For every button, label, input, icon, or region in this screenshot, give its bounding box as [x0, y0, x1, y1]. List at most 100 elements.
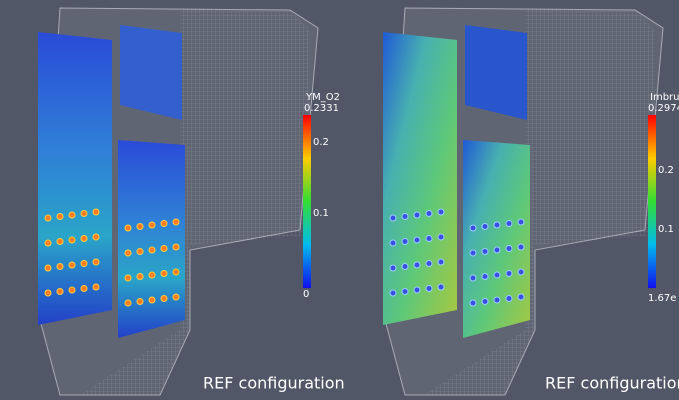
injector — [402, 264, 408, 270]
injector — [426, 236, 432, 242]
injector — [69, 287, 75, 293]
injector — [426, 286, 432, 292]
injector — [426, 211, 432, 217]
injector — [149, 247, 155, 253]
colorbar-title: YM_O2 — [305, 92, 340, 103]
injector — [149, 297, 155, 303]
injector — [137, 299, 143, 305]
injector — [506, 271, 512, 277]
injector — [125, 250, 131, 256]
render-left — [38, 8, 318, 395]
injector — [494, 297, 500, 303]
injector — [438, 284, 444, 290]
injector — [470, 275, 476, 281]
injector — [161, 221, 167, 227]
colorbar — [648, 115, 656, 288]
colorbar-tick: 0 — [303, 289, 309, 300]
injector — [81, 261, 87, 267]
injector — [470, 250, 476, 256]
injector — [173, 244, 179, 250]
injector — [125, 275, 131, 281]
injector — [93, 209, 99, 215]
injector — [81, 236, 87, 242]
injector — [438, 259, 444, 265]
injector — [45, 290, 51, 296]
injector — [402, 289, 408, 295]
injector — [518, 294, 524, 300]
injector — [93, 259, 99, 265]
injector — [45, 240, 51, 246]
injector — [506, 246, 512, 252]
plane — [465, 25, 527, 120]
injector — [161, 246, 167, 252]
injector — [426, 261, 432, 267]
injector — [149, 272, 155, 278]
colorbar-tick: 0.2331 — [304, 103, 339, 114]
scene: YM_O2 0.2331 0.2 0.1 0 REF configuration… — [0, 0, 679, 400]
injector — [93, 284, 99, 290]
injector — [506, 221, 512, 227]
colorbar-tick: 0.1 — [313, 208, 329, 219]
caption: REF configuration — [545, 374, 679, 393]
caption: REF configuration — [203, 374, 345, 393]
injector — [93, 234, 99, 240]
colorbar-tick: 0.1 — [658, 224, 674, 235]
injector — [69, 212, 75, 218]
injector — [173, 269, 179, 275]
plane — [118, 140, 185, 338]
injector — [57, 214, 63, 220]
colorbar-title: Imbru — [650, 92, 679, 103]
injector — [482, 274, 488, 280]
injector — [390, 240, 396, 246]
plane — [463, 140, 530, 338]
injector — [81, 211, 87, 217]
injector — [57, 289, 63, 295]
injector — [137, 274, 143, 280]
injector — [402, 239, 408, 245]
injector — [414, 212, 420, 218]
injector — [518, 269, 524, 275]
injector — [494, 222, 500, 228]
injector — [57, 239, 63, 245]
colorbar-tick: 0.2 — [313, 137, 329, 148]
injector — [173, 294, 179, 300]
page: YM_O2 0.2331 0.2 0.1 0 REF configuration… — [0, 0, 679, 400]
injector — [414, 262, 420, 268]
colorbar-tick: 0.2974 — [648, 103, 679, 114]
injector — [125, 225, 131, 231]
injector — [506, 296, 512, 302]
injector — [390, 215, 396, 221]
injector — [137, 249, 143, 255]
plane — [383, 32, 457, 325]
injector — [137, 224, 143, 230]
injector — [414, 287, 420, 293]
injector — [518, 244, 524, 250]
injector — [482, 249, 488, 255]
injector — [125, 300, 131, 306]
injector — [69, 262, 75, 268]
plane — [38, 32, 112, 325]
injector — [81, 286, 87, 292]
injector — [438, 209, 444, 215]
injector — [57, 264, 63, 270]
injector — [390, 290, 396, 296]
colorbar-tick: 0.2 — [658, 165, 674, 176]
injector — [482, 299, 488, 305]
injector — [470, 300, 476, 306]
injector — [390, 265, 396, 271]
colorbar — [303, 115, 311, 288]
plane — [120, 25, 182, 120]
injector — [402, 214, 408, 220]
injector — [414, 237, 420, 243]
injector — [45, 215, 51, 221]
injector — [470, 225, 476, 231]
injector — [149, 222, 155, 228]
injector — [69, 237, 75, 243]
injector — [161, 296, 167, 302]
colorbar-tick: 1.67e — [648, 293, 676, 304]
injector — [482, 224, 488, 230]
injector — [494, 272, 500, 278]
injector — [161, 271, 167, 277]
injector — [438, 234, 444, 240]
injector — [494, 247, 500, 253]
